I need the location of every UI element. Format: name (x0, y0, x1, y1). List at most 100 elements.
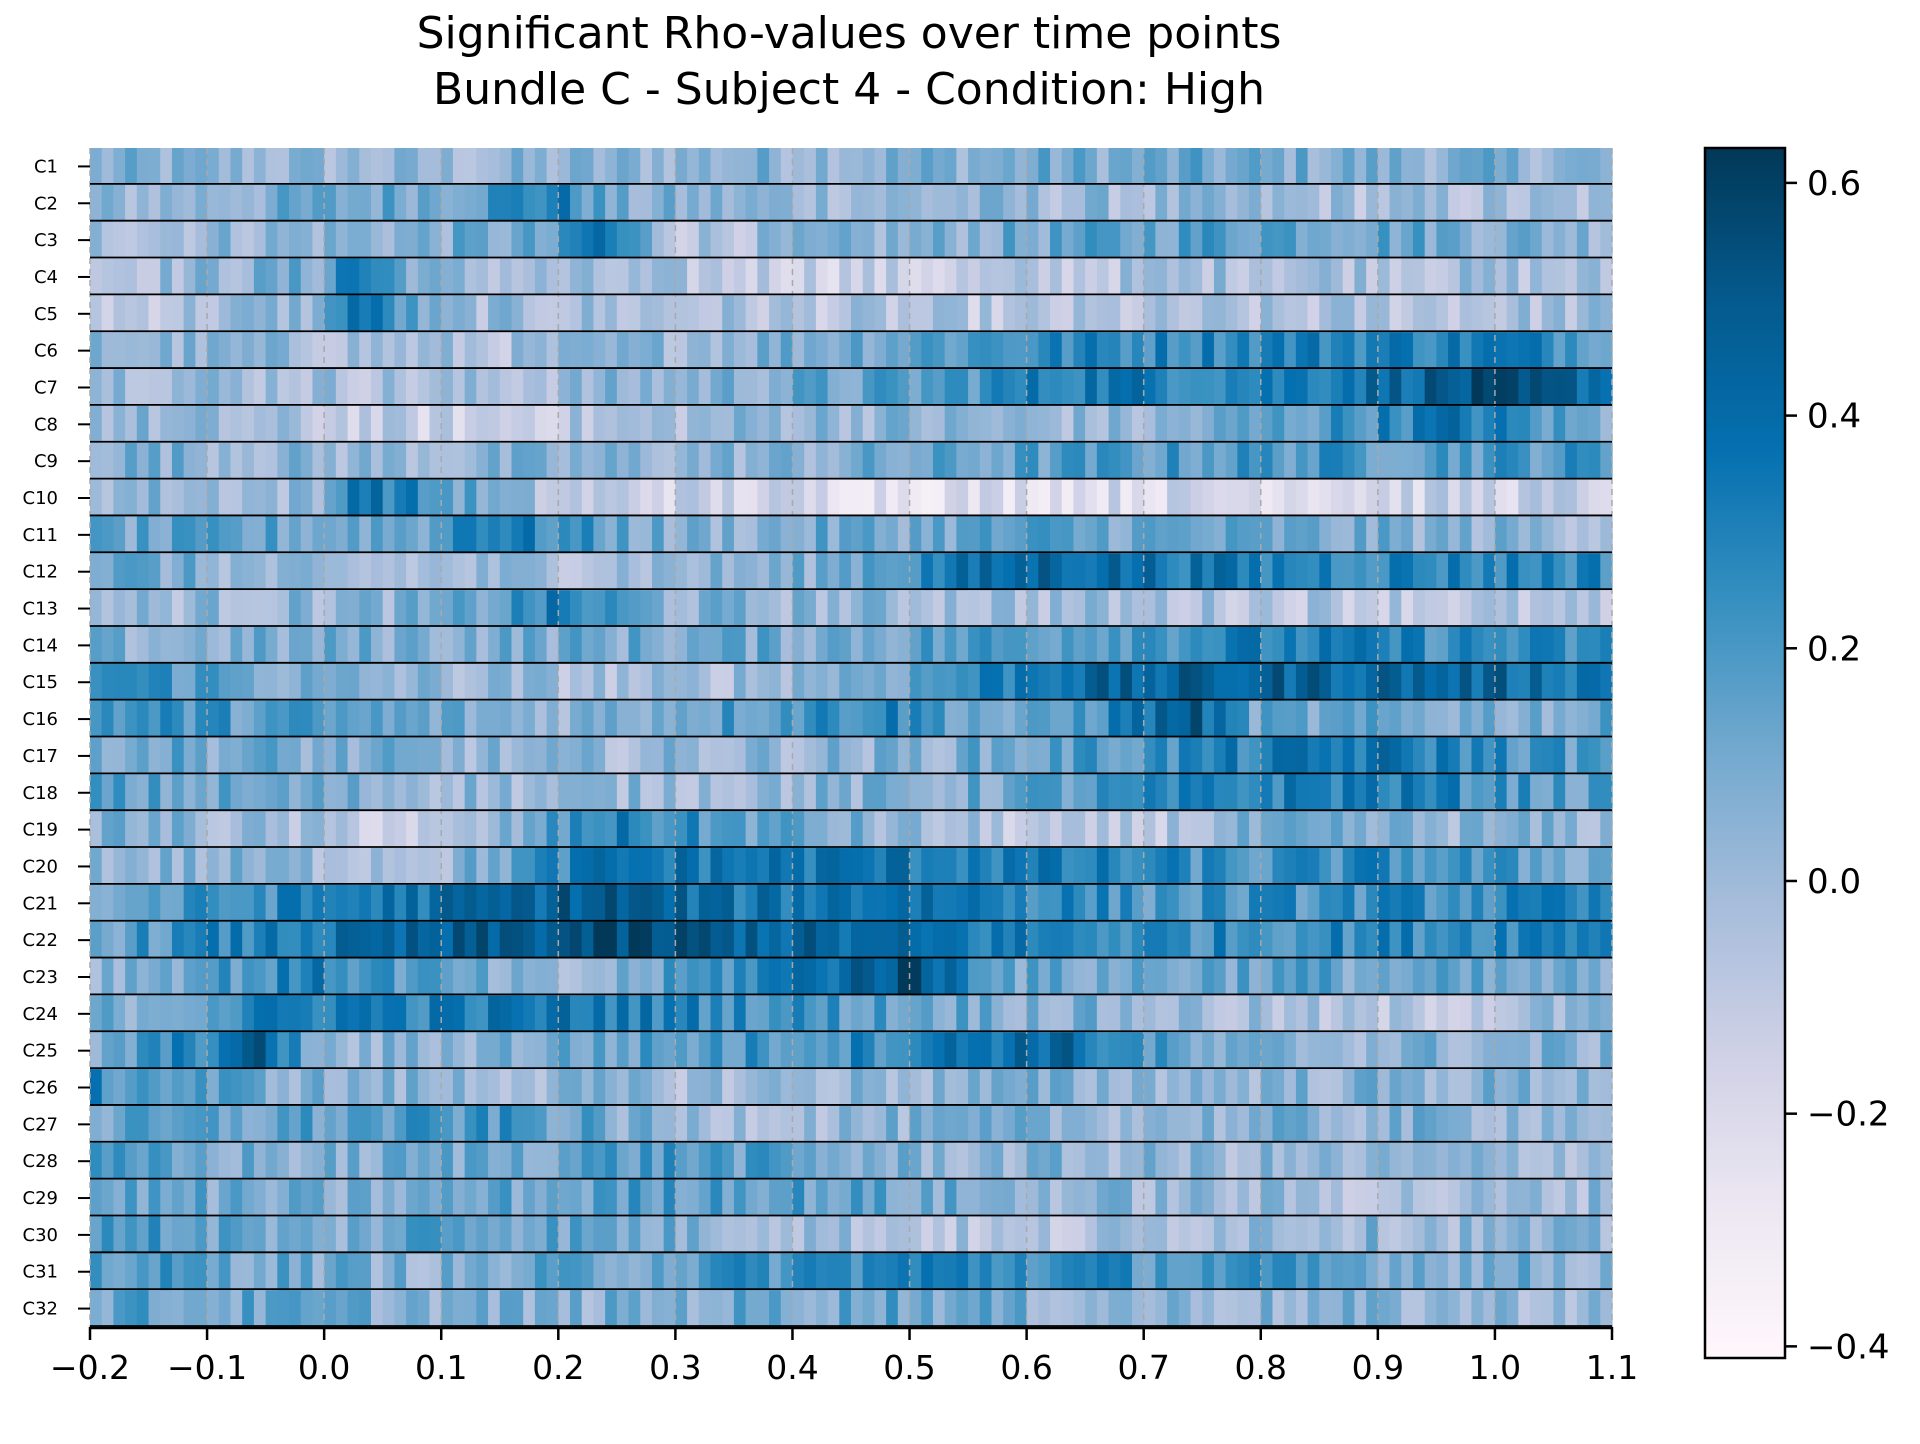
heatmap-cell (312, 516, 325, 554)
heatmap-cell (1436, 295, 1449, 333)
heatmap-cell (757, 995, 770, 1033)
heatmap-cell (289, 369, 302, 407)
heatmap-cell (359, 774, 372, 812)
heatmap-cell (1155, 221, 1168, 259)
heatmap-cell (277, 811, 290, 849)
heatmap-cell (1342, 590, 1356, 628)
heatmap-cell (862, 479, 876, 517)
heatmap-cell (171, 774, 185, 812)
heatmap-cell (991, 626, 1004, 665)
heatmap-cell (1401, 737, 1414, 775)
heatmap-cell (277, 1105, 290, 1144)
heatmap-cell (1003, 590, 1016, 628)
heatmap-cell (616, 442, 630, 480)
heatmap-cell (335, 369, 349, 407)
heatmap-cell (921, 737, 934, 775)
heatmap-cell (1448, 1142, 1461, 1181)
heatmap-cell (593, 405, 606, 444)
heatmap-cell (1050, 1290, 1063, 1328)
heatmap-cell (1096, 958, 1110, 996)
heatmap-cell (1108, 1290, 1121, 1328)
heatmap-cell (148, 1105, 161, 1144)
heatmap-cell (640, 553, 653, 591)
heatmap-cell (769, 1290, 782, 1328)
heatmap-cell (452, 921, 466, 959)
heatmap-cell (1307, 1032, 1320, 1070)
heatmap-cell (558, 590, 571, 628)
heatmap-cell (605, 442, 618, 480)
heatmap-cell (1143, 332, 1156, 370)
heatmap-cell (1412, 295, 1426, 333)
heatmap-cell (1459, 774, 1473, 812)
heatmap-cell (417, 848, 431, 886)
heatmap-cell (324, 590, 337, 628)
heatmap-cell (815, 663, 829, 702)
heatmap-cell (1494, 332, 1508, 370)
heatmap-cell (218, 295, 232, 333)
heatmap-cell (1506, 921, 1519, 959)
heatmap-cell (862, 332, 876, 370)
heatmap-cell (558, 369, 571, 407)
heatmap-cell (909, 663, 922, 702)
heatmap-cell (570, 221, 583, 259)
heatmap-cell (1284, 1290, 1297, 1328)
heatmap-cell (769, 479, 782, 517)
heatmap-cell (370, 590, 384, 628)
heatmap-cell (242, 848, 255, 886)
heatmap-cell (1471, 258, 1484, 296)
heatmap-cell (651, 590, 665, 628)
heatmap-cell (1576, 1253, 1590, 1291)
heatmap-cell (874, 258, 887, 296)
heatmap-cell (921, 516, 934, 554)
heatmap-cell (757, 479, 770, 517)
heatmap-cell (1401, 516, 1414, 554)
heatmap-cell (1237, 295, 1250, 333)
heatmap-cell (745, 1032, 758, 1070)
heatmap-cell (359, 958, 372, 996)
heatmap-cell (218, 590, 232, 628)
heatmap-cell (136, 1253, 150, 1291)
heatmap-cell (839, 1142, 852, 1181)
heatmap-cell (1448, 1253, 1461, 1291)
heatmap-cell (616, 1179, 630, 1217)
heatmap-cell (956, 700, 969, 738)
heatmap-cell (1096, 479, 1110, 517)
heatmap-cell (1377, 921, 1391, 959)
heatmap-cell (125, 663, 138, 702)
heatmap-cell (1295, 221, 1309, 259)
heatmap-cell (640, 774, 653, 812)
heatmap-cell (452, 1216, 466, 1254)
heatmap-cell (979, 442, 993, 480)
heatmap-cell (1541, 258, 1555, 296)
heatmap-cell (909, 737, 922, 775)
heatmap-cell (171, 663, 185, 702)
heatmap-cell (1190, 995, 1203, 1033)
heatmap-cell (991, 774, 1004, 812)
heatmap-cell (1003, 1290, 1016, 1328)
heatmap-cell (499, 590, 513, 628)
heatmap-cell (207, 1290, 220, 1328)
heatmap-cell (827, 1142, 840, 1181)
heatmap-cell (1167, 774, 1180, 812)
heatmap-cell (874, 553, 887, 591)
heatmap-cell (1272, 811, 1285, 849)
heatmap-cell (1190, 553, 1203, 591)
heatmap-cell (570, 479, 583, 517)
heatmap-cell (359, 700, 372, 738)
heatmap-cell (874, 332, 887, 370)
heatmap-cell (101, 995, 115, 1033)
heatmap-cell (136, 1216, 150, 1254)
heatmap-cell (1553, 811, 1566, 849)
y-axis-labels: C1C2C3C4C5C6C7C8C9C10C11C12C13C14C15C16C… (23, 156, 90, 1320)
heatmap-cell (815, 958, 829, 996)
heatmap-cell (1530, 1179, 1543, 1217)
heatmap-cell (359, 1216, 372, 1254)
heatmap-cell (499, 995, 513, 1033)
heatmap-cell (956, 811, 969, 849)
heatmap-cell (1331, 590, 1344, 628)
heatmap-cell (1307, 958, 1320, 996)
heatmap-cell (1424, 258, 1437, 296)
heatmap-cell (1131, 737, 1145, 775)
heatmap-cell (687, 1105, 700, 1144)
heatmap-cell (1588, 700, 1601, 738)
